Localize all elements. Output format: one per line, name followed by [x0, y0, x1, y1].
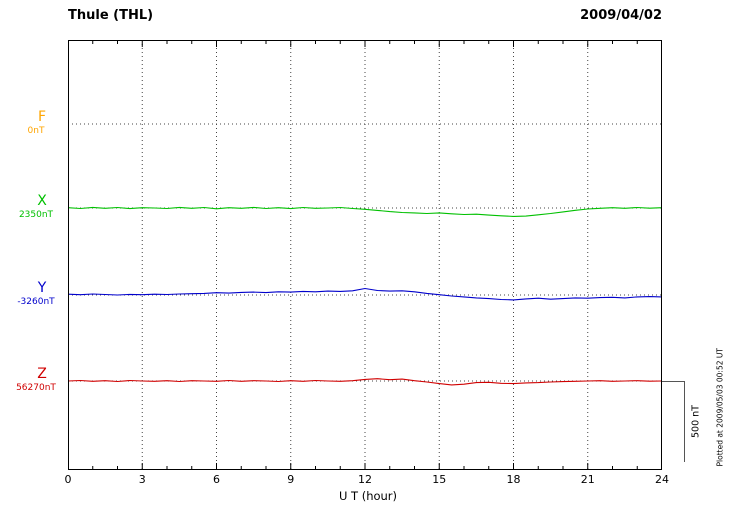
plotted-at-note: Plotted at 2009/05/03 00:52 UT	[715, 348, 725, 467]
x-tick-label: 24	[655, 473, 669, 486]
channel-X-letter: X	[37, 193, 47, 209]
plot-area	[68, 40, 662, 470]
plot-border	[68, 40, 662, 470]
x-tick-label: 6	[213, 473, 220, 486]
channel-Z-letter: Z	[37, 366, 47, 382]
channel-Y-letter: Y	[37, 280, 47, 296]
channel-X-baseline-value: 2350nT	[18, 210, 54, 220]
scale-bar	[684, 381, 685, 462]
plot-date: 2009/04/02	[580, 8, 662, 23]
x-tick-label: 9	[287, 473, 295, 486]
x-tick-label: 12	[358, 473, 372, 486]
trace-Y	[68, 287, 662, 301]
scale-bar-label: 500 nT	[690, 405, 702, 438]
channel-F-letter: F	[37, 109, 47, 125]
scale-bar-connector	[662, 381, 684, 382]
trace-Z	[68, 378, 662, 386]
x-tick-label: 18	[506, 473, 521, 486]
channel-F-baseline-value: 0nT	[27, 126, 45, 136]
trace-X	[68, 206, 662, 217]
x-tick-label: 0	[64, 473, 72, 486]
x-tick-label: 15	[432, 473, 447, 486]
x-axis-label: U T (hour)	[338, 489, 398, 503]
station-title: Thule (THL)	[68, 8, 154, 23]
x-tick-label: 21	[580, 473, 595, 486]
x-tick-label: 3	[138, 473, 146, 486]
channel-Y-baseline-value: -3260nT	[17, 297, 55, 307]
channel-Z-baseline-value: 56270nT	[16, 383, 56, 393]
